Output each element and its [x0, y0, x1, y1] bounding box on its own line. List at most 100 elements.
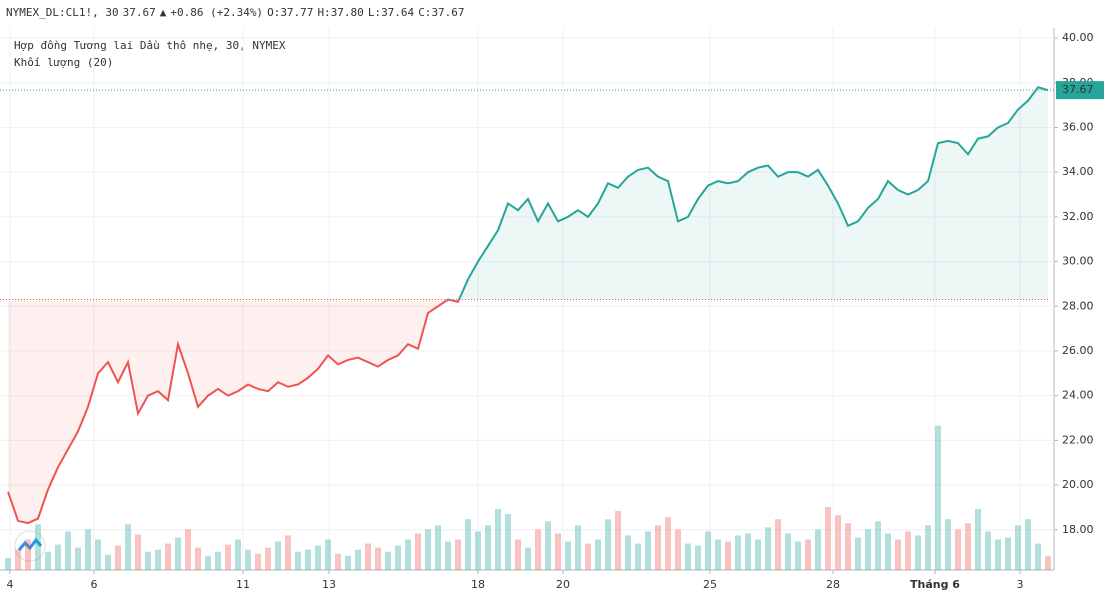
volume-bar	[435, 525, 441, 570]
header-text: +0.86 (+2.34%)	[170, 6, 263, 19]
volume-bar	[455, 539, 461, 570]
volume-bar	[535, 529, 541, 570]
volume-bar	[645, 531, 651, 570]
volume-bar	[1015, 525, 1021, 570]
volume-bar	[625, 535, 631, 570]
volume-bar	[675, 529, 681, 570]
x-tick-label: 6	[91, 578, 98, 591]
y-tick-label: 40.00	[1062, 31, 1094, 44]
volume-bar	[445, 541, 451, 570]
price-line	[7, 86, 1049, 525]
volume-bar	[875, 521, 881, 570]
volume-bar	[795, 541, 801, 570]
volume-bar	[105, 554, 111, 570]
volume-bar	[985, 531, 991, 570]
volume-bar	[225, 544, 231, 570]
y-tick-label: 22.00	[1062, 433, 1094, 446]
volume-bar	[605, 519, 611, 570]
volume-bar	[315, 545, 321, 570]
x-tick-label: 25	[703, 578, 717, 591]
volume-bar	[655, 525, 661, 570]
volume-bar	[945, 519, 951, 570]
volume-bar	[895, 539, 901, 570]
last-price-badge	[1056, 81, 1104, 100]
volume-bar	[245, 549, 251, 570]
volume-bar	[555, 533, 561, 570]
volume-bar	[865, 529, 871, 570]
volume-bar	[975, 509, 981, 570]
volume-bar	[585, 543, 591, 570]
price-area	[8, 87, 1048, 524]
volume-bar	[415, 533, 421, 570]
volume-bar	[145, 551, 151, 570]
volume-bar	[685, 543, 691, 570]
volume-bar	[725, 541, 731, 570]
header-text: H:	[317, 6, 330, 19]
volume-bar	[935, 425, 941, 570]
volume-bar	[805, 539, 811, 570]
volume-bar	[235, 539, 241, 570]
volume-bar	[155, 549, 161, 570]
volume-bar	[265, 547, 271, 570]
header-text: 37.77	[280, 6, 313, 19]
volume-bar	[375, 547, 381, 570]
volume-bar	[195, 547, 201, 570]
x-tick-label: 11	[236, 578, 250, 591]
volume-bar	[125, 524, 131, 570]
volume-bar	[715, 539, 721, 570]
volume-bar	[115, 545, 121, 570]
volume-bar	[505, 514, 511, 570]
y-tick-label: 18.00	[1062, 523, 1094, 536]
volume-bar	[565, 541, 571, 570]
volume-bar	[5, 557, 11, 570]
volume-bar	[695, 545, 701, 570]
logo-icon[interactable]	[17, 537, 43, 551]
volume-bar	[15, 549, 21, 570]
header-text: 37.67	[431, 6, 464, 19]
header-text: ▲	[160, 6, 167, 19]
volume-bar	[135, 534, 141, 570]
volume-bar	[575, 525, 581, 570]
volume-bar	[385, 551, 391, 570]
volume-bar	[365, 543, 371, 570]
volume-bar	[485, 525, 491, 570]
volume-bar	[495, 509, 501, 570]
volume-bar	[45, 551, 51, 570]
volume-bar	[785, 533, 791, 570]
header-text: L:	[368, 6, 381, 19]
x-tick-label: 28	[826, 578, 840, 591]
volume-bar	[635, 543, 641, 570]
volume-bar	[55, 544, 61, 570]
volume-bar	[825, 506, 831, 570]
volume-bar	[85, 529, 91, 570]
volume-bar	[955, 529, 961, 570]
logo[interactable]	[14, 530, 46, 562]
volume-bar	[465, 519, 471, 570]
volume-bar	[95, 539, 101, 570]
volume-bar	[35, 524, 41, 570]
volume-bar	[745, 533, 751, 570]
volume-bar	[615, 511, 621, 570]
volume-bar	[705, 531, 711, 570]
volume-bar	[355, 549, 361, 570]
volume-bar	[515, 539, 521, 570]
volume-bar	[965, 523, 971, 570]
header-text: NYMEX_DL:CL1!, 30	[6, 6, 119, 19]
volume-bar	[255, 553, 261, 570]
volume-bar	[475, 531, 481, 570]
volume-bar	[425, 529, 431, 570]
volume-bar	[405, 539, 411, 570]
volume-bar	[75, 547, 81, 570]
legend-title: Hợp đồng Tương lai Dầu thô nhẹ, 30, NYME…	[14, 39, 286, 52]
volume-bar	[1025, 519, 1031, 570]
volume-bar	[65, 531, 71, 570]
volume-bar	[1035, 543, 1041, 570]
volume-bar	[915, 535, 921, 570]
x-tick-label: Tháng 6	[910, 578, 960, 591]
volume-bar	[175, 537, 181, 570]
y-tick-label: 32.00	[1062, 210, 1094, 223]
volume-bar	[205, 555, 211, 570]
volume-bar	[665, 517, 671, 570]
y-tick-label: 30.00	[1062, 255, 1094, 268]
